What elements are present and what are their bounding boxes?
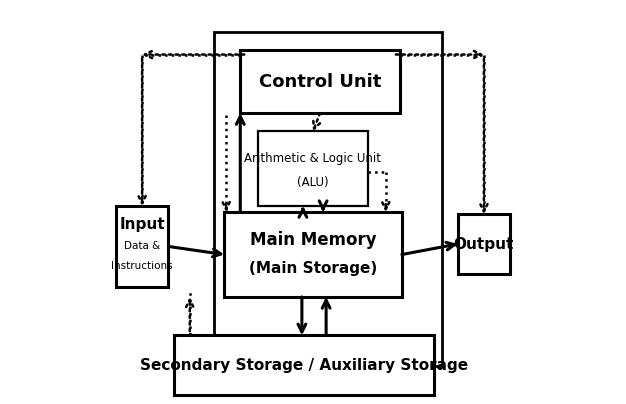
Bar [214,32,443,366]
Text: (Main Storage): (Main Storage) [249,261,377,276]
Bar [173,335,434,395]
Text: Control Unit: Control Unit [259,73,381,91]
Bar [458,214,510,274]
Text: Input: Input [120,217,165,232]
Text: (ALU): (ALU) [297,176,329,189]
Bar [116,206,168,287]
Bar [259,131,367,206]
Text: Output: Output [454,236,514,252]
Bar [240,50,400,113]
Text: Main Memory: Main Memory [250,231,376,249]
Text: Secondary Storage / Auxiliary Storage: Secondary Storage / Auxiliary Storage [140,358,468,373]
Text: Data &: Data & [124,242,160,251]
Text: Arithmetic & Logic Unit: Arithmetic & Logic Unit [245,152,381,165]
Bar [224,212,402,297]
Text: Instructions: Instructions [111,261,173,271]
